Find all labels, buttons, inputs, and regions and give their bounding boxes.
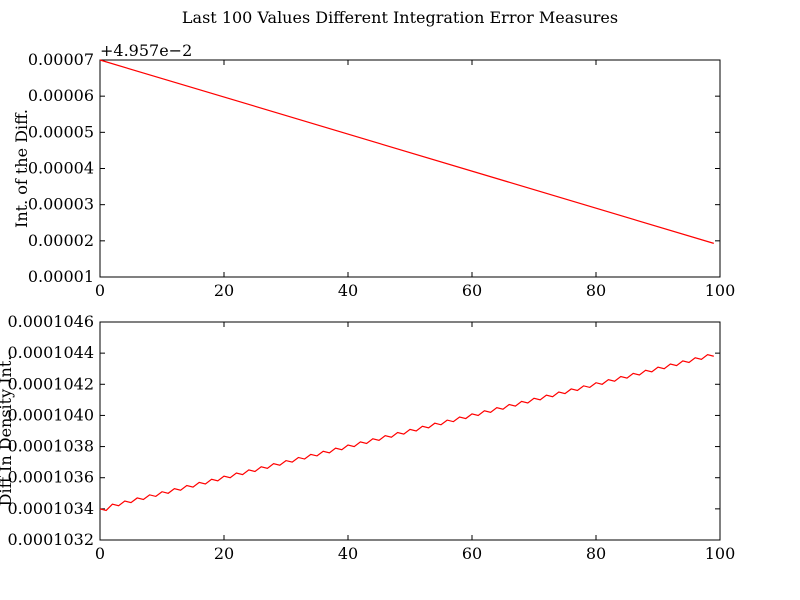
plot-int-of-diff: 0 20 40 60 80 100 0.00001 0.00002 0.00003 0.00004…	[12, 41, 735, 300]
y-tick-label: 0.0001044	[7, 343, 94, 362]
y-tick-label: 0.0001046	[7, 312, 94, 331]
y-tick-label: 0.0001042	[7, 374, 94, 393]
y-axis-label: Int. of the Diff.	[12, 109, 31, 228]
figure-title: Last 100 Values Different Integration Er…	[182, 8, 618, 27]
y-tick-label: 0.00001	[28, 267, 94, 286]
y-tick-label: 0.00002	[28, 231, 94, 250]
x-tick-label: 100	[705, 544, 736, 563]
y-tick-label: 0.0001032	[7, 530, 94, 549]
x-tick-label: 40	[338, 544, 358, 563]
x-tick-label: 80	[586, 281, 606, 300]
x-tick-label: 60	[462, 281, 482, 300]
y-tick-label: 0.00004	[28, 159, 94, 178]
x-tick-label: 100	[705, 281, 736, 300]
x-tick-label: 20	[214, 281, 234, 300]
axes-frame	[99, 321, 721, 541]
x-tick-label: 20	[214, 544, 234, 563]
x-tick-label: 0	[95, 544, 105, 563]
x-tick-label: 0	[95, 281, 105, 300]
y-tick-label: 0.0001040	[7, 405, 94, 424]
x-tick-label: 80	[586, 544, 606, 563]
y-axis-label: Diff In Density Int.	[0, 356, 15, 507]
axes-frame	[99, 59, 721, 278]
y-tick-label: 0.0001036	[7, 468, 94, 487]
series-line	[99, 354, 714, 512]
x-tick-label: 40	[338, 281, 358, 300]
y-tick-label: 0.0001034	[7, 499, 94, 518]
y-tick-label: 0.0001038	[7, 437, 94, 456]
y-tick-label: 0.00005	[28, 122, 94, 141]
axis-offset-label: +4.957e−2	[100, 41, 192, 60]
y-tick-label: 0.00003	[28, 195, 94, 214]
y-tick-label: 0.00007	[28, 50, 94, 69]
y-tick-label: 0.00006	[28, 86, 94, 105]
plot-diff-density-int: 0 20 40 60 80 100 0.0001032 0.0001034 0.0001036 0…	[0, 312, 735, 563]
series-line	[99, 59, 714, 244]
x-tick-label: 60	[462, 544, 482, 563]
